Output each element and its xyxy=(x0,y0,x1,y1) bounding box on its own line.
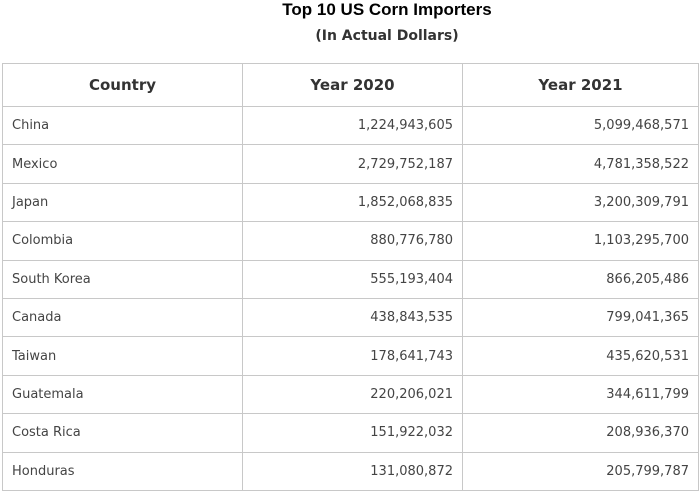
cell-year-2020: 178,641,743 xyxy=(242,336,463,376)
cell-year-2021: 205,799,787 xyxy=(462,451,699,491)
header-year-2020: Year 2020 xyxy=(242,63,463,107)
cell-country: Honduras xyxy=(2,451,243,491)
cell-year-2021: 4,781,358,522 xyxy=(462,144,699,184)
cell-year-2021: 435,620,531 xyxy=(462,336,699,376)
table-row: Colombia 880,776,780 1,103,295,700 xyxy=(2,221,699,261)
cell-country: Colombia xyxy=(2,221,243,261)
cell-country: China xyxy=(2,105,243,146)
table-header-row: Country Year 2020 Year 2021 xyxy=(2,63,699,107)
header-country: Country xyxy=(2,63,243,107)
table-row: South Korea 555,193,404 866,205,486 xyxy=(2,259,699,299)
table-row: Japan 1,852,068,835 3,200,309,791 xyxy=(2,182,699,223)
header-year-2021: Year 2021 xyxy=(462,63,699,107)
cell-year-2020: 2,729,752,187 xyxy=(242,144,463,184)
cell-year-2021: 866,205,486 xyxy=(462,259,699,299)
page-subtitle: (In Actual Dollars) xyxy=(315,28,459,44)
cell-country: Taiwan xyxy=(2,336,243,376)
cell-year-2020: 880,776,780 xyxy=(242,221,463,261)
cell-year-2021: 799,041,365 xyxy=(462,297,699,338)
table-row: Guatemala 220,206,021 344,611,799 xyxy=(2,374,699,415)
table-row: Honduras 131,080,872 205,799,787 xyxy=(2,451,699,491)
cell-country: Guatemala xyxy=(2,374,243,415)
table-row: Canada 438,843,535 799,041,365 xyxy=(2,297,699,338)
table-row: Taiwan 178,641,743 435,620,531 xyxy=(2,336,699,376)
cell-year-2021: 344,611,799 xyxy=(462,374,699,415)
cell-year-2021: 1,103,295,700 xyxy=(462,221,699,261)
cell-country: South Korea xyxy=(2,259,243,299)
cell-year-2020: 151,922,032 xyxy=(242,413,463,453)
cell-year-2020: 1,852,068,835 xyxy=(242,182,463,223)
cell-country: Japan xyxy=(2,182,243,223)
cell-country: Costa Rica xyxy=(2,413,243,453)
page-title: Top 10 US Corn Importers xyxy=(282,0,492,19)
table-row: China 1,224,943,605 5,099,468,571 xyxy=(2,105,699,146)
cell-country: Mexico xyxy=(2,144,243,184)
cell-year-2020: 220,206,021 xyxy=(242,374,463,415)
cell-year-2020: 131,080,872 xyxy=(242,451,463,491)
table-row: Mexico 2,729,752,187 4,781,358,522 xyxy=(2,144,699,184)
cell-year-2020: 438,843,535 xyxy=(242,297,463,338)
cell-year-2021: 208,936,370 xyxy=(462,413,699,453)
cell-year-2021: 5,099,468,571 xyxy=(462,105,699,146)
cell-year-2020: 555,193,404 xyxy=(242,259,463,299)
cell-country: Canada xyxy=(2,297,243,338)
table-row: Costa Rica 151,922,032 208,936,370 xyxy=(2,413,699,453)
importers-table: Country Year 2020 Year 2021 China 1,224,… xyxy=(2,63,699,491)
cell-year-2021: 3,200,309,791 xyxy=(462,182,699,223)
cell-year-2020: 1,224,943,605 xyxy=(242,105,463,146)
